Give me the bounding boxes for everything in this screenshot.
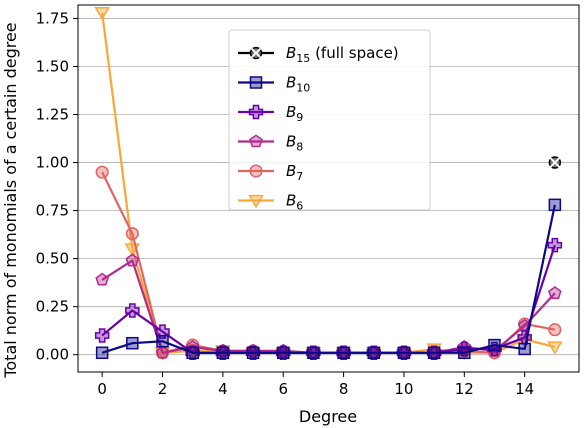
legend-label-base: B [286, 192, 296, 210]
y-tick-label: 1.25 [36, 106, 69, 124]
legend-label-subscript: 9 [296, 111, 303, 124]
data-point-square [518, 342, 531, 356]
series-b15 [548, 156, 562, 169]
y-tick-label: 1.50 [36, 57, 69, 75]
data-point-plus [155, 324, 170, 339]
data-point-pentagon [548, 286, 562, 299]
legend-item: B9 [238, 103, 303, 124]
y-tick-label: 1.75 [36, 9, 69, 27]
data-point-pentagon [155, 345, 170, 359]
x-axis-title: Degree [299, 407, 357, 426]
data-point-square [126, 336, 139, 350]
x-tick-label: 2 [158, 380, 168, 398]
legend-item: B15 (full space) [238, 44, 399, 65]
data-point-square [458, 346, 471, 360]
data-point-square [337, 346, 350, 360]
legend-label-base: B [286, 162, 296, 180]
legend-item: B7 [238, 162, 303, 183]
data-point-circle [125, 227, 139, 241]
legend-label-base: B [286, 44, 296, 62]
data-point-triangle [248, 194, 264, 209]
data-point-square [276, 346, 290, 360]
x-tick-label: 4 [218, 380, 228, 398]
x-tick-label: 8 [339, 380, 349, 398]
y-tick-label: 0.75 [36, 202, 69, 220]
data-point-square [427, 346, 441, 360]
series-line [101, 244, 556, 354]
y-axis: 0.00 0.25 0.50 0.75 1.00 1.25 1.50 1.75 [36, 9, 78, 364]
series-b10 [95, 198, 562, 360]
data-point-pentagon [125, 253, 140, 267]
x-axis: 0 2 4 6 8 10 12 14 [97, 372, 534, 398]
legend-label: B10 [286, 74, 310, 95]
data-point-triangle [94, 7, 110, 21]
legend-label-base: B [286, 74, 296, 92]
legend-label-base: B [286, 133, 296, 151]
legend-label: B6 [286, 192, 303, 213]
data-point-x-marker [548, 156, 562, 169]
legend-label: B9 [286, 103, 303, 124]
x-tick-label: 6 [278, 380, 288, 398]
data-point-circle [249, 164, 263, 178]
legend-label-subscript: 7 [296, 170, 303, 183]
data-point-square [186, 346, 199, 360]
data-point-plus [547, 237, 563, 253]
legend-label-subscript: 6 [296, 200, 303, 213]
y-tick-label: 0.00 [36, 346, 69, 364]
data-point-square [488, 338, 501, 352]
data-point-square [246, 346, 260, 360]
legend-item: B6 [238, 192, 303, 213]
data-point-plus [125, 303, 140, 318]
y-tick-label: 1.00 [36, 154, 69, 172]
data-point-circle [95, 165, 109, 179]
legend-label: B8 [286, 133, 303, 154]
legend-label-base: B [286, 103, 296, 121]
legend-item: B8 [238, 133, 303, 154]
series-layer [94, 7, 563, 361]
x-tick-label: 0 [97, 380, 107, 398]
x-tick-label: 10 [394, 380, 413, 398]
data-point-triangle [547, 341, 563, 355]
legend-item: B10 [238, 74, 310, 95]
legend-label-subscript: 15 [296, 52, 310, 65]
data-point-square [367, 346, 381, 360]
legend-label-subscript: 10 [296, 82, 310, 95]
x-marker-cross [250, 47, 262, 59]
legend-label: B7 [286, 162, 303, 183]
y-tick-label: 0.50 [36, 250, 69, 268]
legend-box [228, 29, 431, 211]
plot-frame [77, 4, 580, 373]
data-point-square [548, 198, 562, 212]
data-point-x-marker [249, 46, 263, 60]
y-axis-title: Total norm of monomials of a certain deg… [1, 22, 20, 378]
data-point-pentagon [95, 272, 109, 286]
data-point-pentagon [249, 134, 263, 148]
x-tick-label: 14 [515, 380, 534, 398]
legend-label-suffix: (full space) [310, 44, 398, 62]
series-line [101, 204, 556, 354]
data-point-square [397, 346, 411, 360]
x-marker-cross [549, 156, 561, 169]
data-point-square [216, 346, 230, 360]
data-point-circle [548, 323, 562, 337]
y-tick-label: 0.25 [36, 298, 69, 316]
data-point-plus [94, 328, 110, 343]
data-point-plus [248, 104, 264, 120]
data-point-square [307, 346, 320, 360]
data-point-square [249, 76, 263, 89]
data-point-square [156, 335, 169, 348]
x-tick-label: 12 [455, 380, 474, 398]
legend-label-subscript: 8 [296, 141, 303, 154]
data-point-plus [457, 341, 472, 357]
legend-label: B15 (full space) [286, 44, 399, 65]
data-point-square [95, 346, 109, 360]
